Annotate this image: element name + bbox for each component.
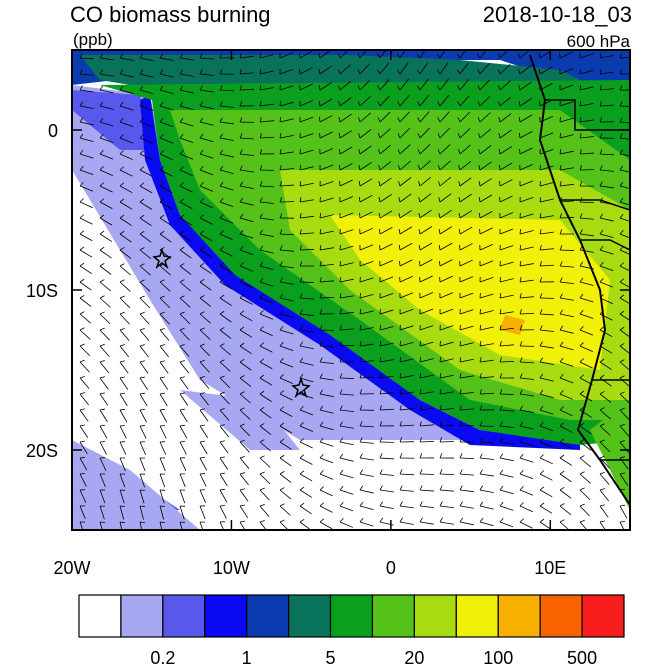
map-field — [72, 46, 634, 535]
colorbar-label: 500 — [567, 648, 597, 667]
colorbar-box — [163, 595, 205, 637]
y-tick-label: 0 — [48, 121, 58, 141]
wind-barb — [340, 378, 354, 379]
colorbar-box — [414, 595, 456, 637]
colorbar-box — [498, 595, 540, 637]
colorbar-box — [540, 595, 582, 637]
y-tick-label: 20S — [26, 441, 58, 461]
wind-barb — [360, 293, 361, 298]
colorbar-box — [79, 595, 121, 637]
wind-barb — [620, 521, 625, 522]
x-tick-label: 10W — [213, 558, 250, 578]
wind-barb — [280, 101, 281, 106]
wind-barb — [140, 506, 145, 507]
wind-barb — [499, 181, 500, 186]
x-tick-label: 10E — [534, 558, 566, 578]
colorbar-label: 5 — [326, 648, 336, 667]
colorbar-box — [582, 595, 624, 637]
colorbar-label: 0.2 — [150, 648, 175, 667]
wind-barb — [419, 261, 420, 266]
wind-barb — [300, 249, 314, 250]
colorbar-box — [289, 595, 331, 637]
colorbar-box — [331, 595, 373, 637]
colorbar-box — [121, 595, 163, 637]
colorbar-box — [372, 595, 414, 637]
wind-barb — [500, 394, 514, 395]
wind-barb — [300, 282, 314, 283]
wind-barb — [339, 165, 340, 170]
wind-barb — [160, 506, 165, 507]
wind-barb — [459, 245, 460, 250]
wind-barb — [299, 69, 300, 74]
colorbar-box — [456, 595, 498, 637]
chart-title: CO biomass burning — [70, 2, 271, 27]
y-tick-label: 10S — [26, 281, 58, 301]
wind-barb — [580, 69, 581, 74]
colorbar-label: 1 — [242, 648, 252, 667]
x-tick-label: 20W — [53, 558, 90, 578]
wind-barb — [180, 522, 185, 523]
colorbar-box — [205, 595, 247, 637]
time-label: 2018-10-18_03 — [483, 2, 632, 27]
wind-barb — [460, 425, 474, 426]
x-tick-label: 0 — [386, 558, 396, 578]
wind-barb — [100, 441, 105, 442]
level-label: 600 hPa — [567, 32, 631, 51]
wind-barb — [120, 425, 125, 426]
wind-barb — [400, 341, 401, 346]
colorbar-label: 20 — [404, 648, 424, 667]
wind-barb — [520, 229, 521, 234]
units: (ppb) — [73, 30, 113, 49]
colorbar-label: 100 — [483, 648, 513, 667]
wind-barb — [560, 250, 574, 251]
wind-barb — [439, 261, 440, 266]
colorbar-box — [247, 595, 289, 637]
